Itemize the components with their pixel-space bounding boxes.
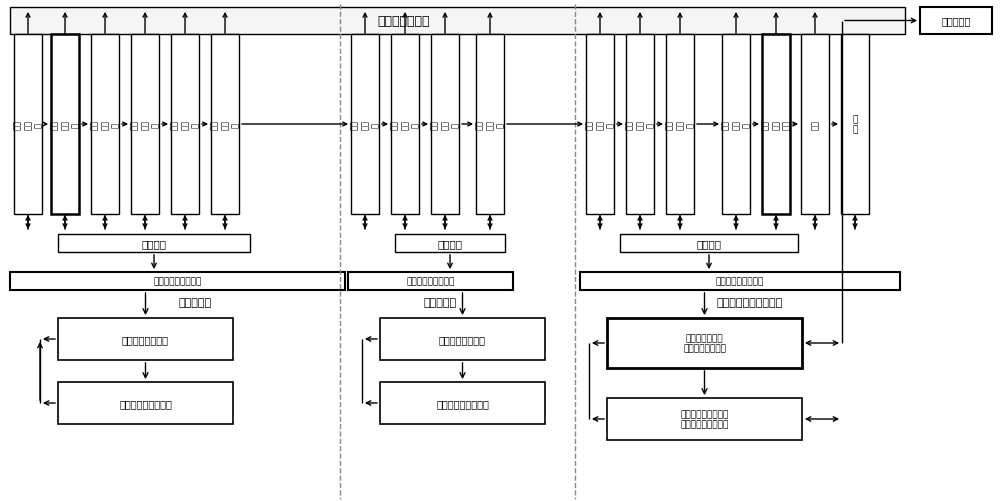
Text: 叶中含梗率检测设备: 叶中含梗率检测设备 [436, 398, 489, 408]
Bar [620, 234, 798, 253]
Bar [380, 318, 545, 360]
Bar [666, 35, 694, 214]
Text: 叶片结构检测设备: 叶片结构检测设备 [122, 334, 169, 344]
Text: 五级
风分
器: 五级 风分 器 [210, 120, 240, 130]
Text: 一打检测区: 一打检测区 [178, 298, 212, 308]
Bar [580, 273, 900, 291]
Text: 叶中含梗率检测设备: 叶中含梗率检测设备 [119, 398, 172, 408]
Bar [801, 35, 829, 214]
Bar [380, 382, 545, 424]
Bar [626, 35, 654, 214]
Text: 取样装置: 取样装置 [438, 238, 462, 248]
Bar [920, 8, 992, 35]
Bar [58, 318, 233, 360]
Text: 四级
风分
器: 四级 风分 器 [170, 120, 200, 130]
Text: 三打四打及回梗检测区: 三打四打及回梗检测区 [717, 298, 783, 308]
Text: 二级
打叶
器: 二级 打叶 器 [350, 120, 380, 130]
Text: 取样检测汇总输送带: 取样检测汇总输送带 [716, 277, 764, 286]
Text: 九级
风分
器: 九级 风分 器 [625, 120, 655, 130]
Bar [391, 35, 419, 214]
Bar [607, 318, 802, 368]
Bar [586, 35, 614, 214]
Bar [762, 35, 790, 214]
Text: 取样装置: 取样装置 [696, 238, 722, 248]
Bar [10, 273, 345, 291]
Text: 六级
风分
器: 六级 风分 器 [390, 120, 420, 130]
Text: 取样检测汇总输送带: 取样检测汇总输送带 [406, 277, 455, 286]
Bar [395, 234, 505, 253]
Text: 回梗: 回梗 [810, 120, 820, 130]
Text: 回
梗: 回 梗 [852, 115, 858, 134]
Bar [14, 35, 42, 214]
Bar [348, 273, 513, 291]
Text: 二级
风分
器: 二级 风分 器 [90, 120, 120, 130]
Bar [10, 8, 905, 35]
Bar [351, 35, 379, 214]
Text: 三级
风分
器: 三级 风分 器 [130, 120, 160, 130]
Bar [211, 35, 239, 214]
Bar [131, 35, 159, 214]
Bar [722, 35, 750, 214]
Bar [58, 234, 250, 253]
Text: 四级
打叶
器: 四级 打叶 器 [721, 120, 751, 130]
Bar [431, 35, 459, 214]
Bar [841, 35, 869, 214]
Text: 烟梗输送带: 烟梗输送带 [941, 17, 971, 27]
Text: 一级
打叶
器: 一级 打叶 器 [13, 120, 43, 130]
Text: 叶片汇总输送带: 叶片汇总输送带 [378, 15, 430, 28]
Text: 八级
风分
器: 八级 风分 器 [475, 120, 505, 130]
Text: 二打检测区: 二打检测区 [423, 298, 457, 308]
Bar [171, 35, 199, 214]
Bar [91, 35, 119, 214]
Text: 取样检测汇总输送带: 取样检测汇总输送带 [153, 277, 202, 286]
Bar [58, 382, 233, 424]
Text: 取样装置: 取样装置 [142, 238, 166, 248]
Text: 十级
风分
器: 十级 风分 器 [665, 120, 695, 130]
Bar [476, 35, 504, 214]
Text: 叶中含梗率检测设备
梗中含叶率检测设备: 叶中含梗率检测设备 梗中含叶率检测设备 [680, 409, 729, 429]
Text: 三级
打叶
器: 三级 打叶 器 [585, 120, 615, 130]
Text: 长梗率检测设备
叶片结构检测设备: 长梗率检测设备 叶片结构检测设备 [683, 334, 726, 353]
Bar [51, 35, 79, 214]
Text: 七级
风分
器: 七级 风分 器 [430, 120, 460, 130]
Bar [607, 398, 802, 440]
Text: 叶片结构检测设备: 叶片结构检测设备 [439, 334, 486, 344]
Text: 一级
风分
器: 一级 风分 器 [50, 120, 80, 130]
Text: 十一
级风
分器: 十一 级风 分器 [761, 120, 791, 130]
